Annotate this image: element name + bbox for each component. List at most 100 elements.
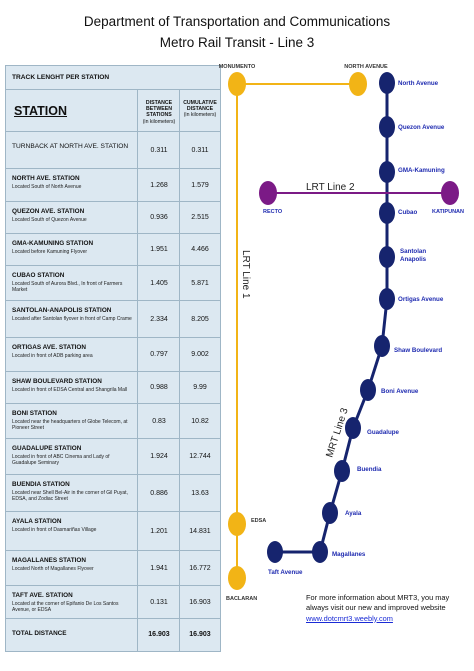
distance-value: 16.903: [148, 631, 170, 638]
north-avenue-junction-label: NORTH AVENUE: [344, 64, 388, 70]
station-description: Located in front of EDSA Central and Sha…: [12, 387, 128, 393]
mrt3-station-label: Ortigas Avenue: [398, 296, 444, 303]
table-row: MAGALLANES STATION Located North of Magal…: [6, 551, 220, 586]
station-name: MAGALLANES STATION: [12, 557, 86, 564]
lrt2-station-label: RECTO: [263, 209, 283, 215]
station-description: Located at the corner of Epifanio De Los…: [12, 601, 119, 614]
lrt1-station-label: EDSA: [251, 518, 266, 524]
distance-header-text: DISTANCE BETWEEN STATIONS: [145, 100, 173, 119]
table-row: TURNBACK AT NORTH AVE. STATION 0.311 0.311: [6, 132, 220, 169]
mrt3-station-marker: [379, 72, 395, 94]
mrt3-station-marker: [267, 541, 283, 563]
distance-value: 0.797: [150, 351, 168, 358]
mrt3-station-label: GMA-Kamuning: [398, 167, 445, 174]
station-name: NORTH AVE. STATION: [12, 175, 80, 182]
distance-value: 0.886: [150, 489, 168, 497]
mrt3-station-label: Guadalupe: [367, 429, 400, 436]
station-name: QUEZON AVE. STATION: [12, 208, 85, 215]
mrt3-station-marker: [312, 541, 328, 563]
station-name: SANTOLAN-ANAPOLIS STATION: [12, 307, 112, 314]
mrt3-station-label: Quezon Avenue: [398, 124, 445, 131]
distance-value: 1.405: [150, 279, 168, 287]
station-column-header: STATION: [14, 104, 68, 118]
mrt3-station-label: Buendia: [357, 466, 382, 473]
lrt1-station-label: MONUMENTO: [219, 64, 256, 70]
cumulative-value: 1.579: [191, 181, 209, 189]
station-name: BONI STATION: [12, 410, 57, 417]
table-row: GUADALUPE STATION Located in front of ABC…: [6, 439, 220, 475]
mrt3-station-label: Shaw Boulevard: [394, 347, 442, 354]
mrt3-station-marker: [379, 202, 395, 224]
station-name: AYALA STATION: [12, 518, 62, 525]
info-note: For more information about MRT3, you may…: [306, 593, 466, 624]
mrt3-station-marker: [322, 502, 338, 524]
mrt3-station-label: North Avenue: [398, 80, 439, 87]
mrt3-station-label: Boni Avenue: [381, 388, 419, 395]
page-subtitle: Metro Rail Transit - Line 3: [159, 35, 315, 50]
mrt3-line: [275, 83, 389, 554]
north-avenue-junction-marker: [349, 72, 367, 96]
lrt1-line-label: LRT Line 1: [240, 250, 251, 299]
info-text: For more information about MRT3, you may…: [306, 593, 450, 613]
station-description: Located near Shell Bel-Air in the corner…: [12, 490, 128, 503]
distance-value: 1.924: [150, 453, 168, 460]
cumulative-header-unit: (in kilometers): [183, 112, 217, 119]
mrt3-station-marker: [379, 161, 395, 183]
distance-value: 1.201: [150, 527, 168, 535]
cumulative-value: 4.466: [191, 246, 209, 253]
station-description: Located before Kamuning Flyover: [12, 249, 88, 255]
station-name: SHAW BOULEVARD STATION: [12, 378, 102, 385]
distance-value: 1.951: [150, 246, 168, 253]
lrt1-station-label: BACLARAN: [226, 596, 257, 602]
table-row: NORTH AVE. STATION Located South of North…: [6, 169, 220, 202]
mrt3-station-label: Taft Avenue: [268, 569, 303, 576]
mrt3-station-label: Cubao: [398, 209, 417, 216]
cumulative-value: 13.63: [191, 489, 209, 497]
table-row: AYALA STATION Located in front of Dasmari…: [6, 512, 220, 551]
station-name: TAFT AVE. STATION: [12, 592, 73, 599]
cumulative-value: 16.903: [189, 631, 211, 638]
station-description: Located South of Quezon Avenue: [12, 217, 87, 223]
lrt2-station-marker: [259, 181, 277, 205]
table-row: TOTAL DISTANCE 16.903 16.903: [6, 619, 220, 651]
cumulative-value: 16.772: [189, 564, 211, 572]
mrt3-station-label: Ayala: [345, 510, 362, 517]
table-header-row: STATION DISTANCE BETWEEN STATIONS (in ki…: [6, 90, 220, 132]
mrt3-station-marker: [379, 116, 395, 138]
distance-value: 0.311: [150, 146, 168, 154]
station-name: BUENDIA STATION: [12, 481, 70, 488]
table-row: QUEZON AVE. STATION Located South of Quez…: [6, 202, 220, 234]
cumulative-column-header: CUMULATIVE DISTANCE (in kilometers): [182, 100, 218, 119]
page-title: Department of Transportation and Communi…: [83, 14, 391, 29]
cumulative-value: 2.515: [191, 214, 209, 221]
cumulative-value: 5.871: [191, 279, 209, 287]
table-row: BUENDIA STATION Located near Shell Bel-Ai…: [6, 475, 220, 512]
mrt3-station-label: Santolan Anapolis: [400, 248, 427, 263]
table-row: SHAW BOULEVARD STATION Located in front o…: [6, 372, 220, 404]
distance-value: 0.988: [150, 384, 168, 391]
distance-value: 0.83: [152, 417, 166, 425]
distance-value: 1.941: [150, 564, 168, 572]
mrt3-station-marker: [379, 288, 395, 310]
table-row: GMA-KAMUNING STATION Located before Kamun…: [6, 234, 220, 266]
column-divider: [179, 90, 180, 651]
lrt2-station-label: KATIPUNAN: [432, 209, 464, 215]
lrt1-station-marker: [228, 72, 246, 96]
distance-value: 0.936: [150, 214, 168, 221]
table-row: BONI STATION Located near the headquarter…: [6, 404, 220, 439]
mrt3-station-marker: [345, 417, 361, 439]
website-link[interactable]: www.dotcmrt3.weebly.com: [306, 613, 393, 623]
station-description: Located South of Aurora Blvd., In front …: [12, 281, 123, 294]
station-name: GMA-KAMUNING STATION: [12, 240, 94, 247]
lrt2-station-marker: [441, 181, 459, 205]
station-name: TOTAL DISTANCE: [12, 630, 67, 637]
station-name: ORTIGAS AVE. STATION: [12, 344, 86, 351]
station-description: Located near the headquarters of Globe T…: [12, 419, 128, 432]
cumulative-header-text: CUMULATIVE DISTANCE: [183, 100, 217, 113]
cumulative-value: 14.831: [189, 527, 211, 535]
cumulative-value: 9.002: [191, 351, 209, 358]
lrt1-station-marker: [228, 566, 246, 590]
station-description: Located North of Magallanes Flyover: [12, 566, 94, 572]
lrt1-station-marker: [228, 512, 246, 536]
